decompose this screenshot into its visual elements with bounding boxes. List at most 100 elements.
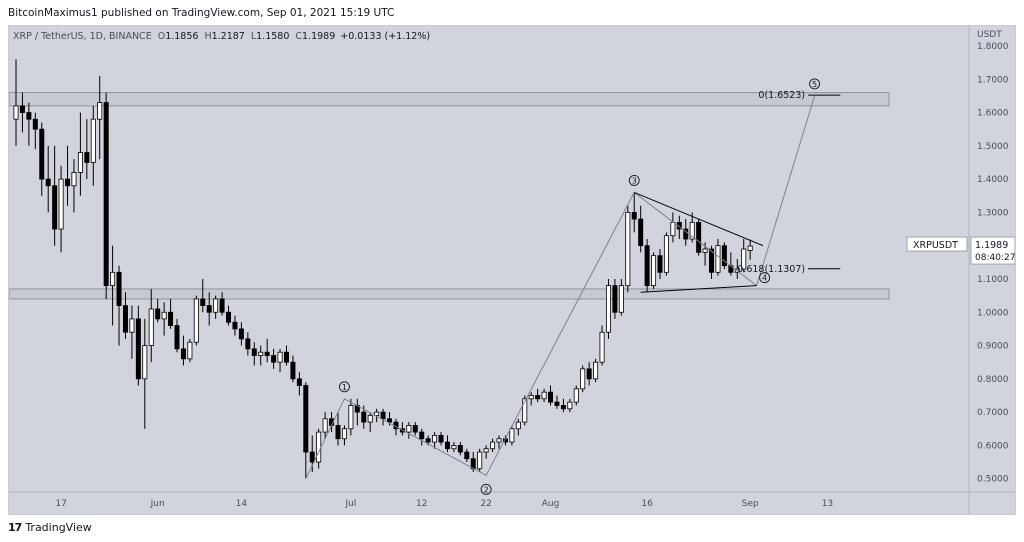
- candle: [77, 112, 83, 196]
- candle-body: [663, 235, 669, 273]
- candle-body: [483, 448, 489, 453]
- candle: [161, 302, 167, 336]
- candle-body: [148, 308, 154, 346]
- candle-body: [522, 398, 528, 423]
- candle-body: [161, 311, 167, 320]
- candle: [97, 75, 103, 160]
- candle-body: [174, 325, 180, 350]
- ohlc-label-c: C: [295, 31, 303, 42]
- candle: [451, 442, 457, 453]
- candle: [483, 445, 489, 459]
- time-axis-ticks: 17 Jun 14 Jul 12 22 Aug 16 Sep 13: [55, 499, 833, 509]
- candle: [322, 412, 328, 439]
- candle-body: [77, 152, 83, 173]
- candle: [122, 292, 128, 339]
- candle-body: [457, 444, 463, 453]
- candle: [496, 435, 502, 449]
- candle-body: [657, 255, 663, 273]
- current-price-box: [970, 236, 1015, 265]
- tradingview-logo[interactable]: 17 TradingView: [8, 521, 92, 534]
- candle-body: [670, 221, 676, 237]
- candle: [477, 448, 483, 473]
- chart-area[interactable]: 0(1.6523) 0.618(1.1307) 1 2 3 4 5 1.8000 1.7000…: [8, 25, 1016, 515]
- candle: [206, 292, 212, 326]
- time-tick-label: 13: [822, 499, 833, 509]
- candle: [741, 239, 747, 273]
- candle: [232, 315, 238, 336]
- candle-body: [19, 105, 25, 113]
- candle-body: [65, 178, 71, 187]
- candle-body: [32, 118, 38, 130]
- candle-body: [219, 298, 225, 313]
- candle-body: [168, 311, 174, 326]
- candle-body: [71, 172, 77, 187]
- candle: [657, 249, 663, 279]
- time-tick-label: 12: [416, 499, 427, 509]
- candle: [142, 318, 148, 429]
- candle: [696, 219, 702, 256]
- candle-body: [541, 391, 547, 400]
- price-tick-label: 1.1000: [977, 275, 1009, 285]
- candle-body: [425, 438, 431, 443]
- tradingview-logo-icon: 17: [8, 521, 22, 534]
- candle-body: [97, 102, 103, 120]
- candle-body: [715, 245, 721, 273]
- candle: [19, 92, 25, 133]
- candle: [245, 332, 251, 356]
- candle-body: [515, 421, 521, 430]
- wave-label-circle: [759, 272, 771, 284]
- wave-label-4: 4: [759, 272, 771, 284]
- candle-body: [13, 105, 19, 120]
- candle-body: [206, 305, 212, 313]
- ohlc-label-l: L: [250, 31, 257, 42]
- candle: [548, 385, 554, 406]
- candle: [303, 382, 309, 479]
- candle-body: [290, 361, 296, 380]
- candle: [715, 239, 721, 276]
- fib-level-label: 0(1.6523): [758, 90, 805, 101]
- price-tick-label: 0.7000: [977, 408, 1009, 418]
- ohlc-values: O1.1856 H1.2187 L1.1580 C1.1989: [152, 31, 336, 42]
- price-tick-label: 0.8000: [977, 375, 1009, 385]
- candle-body: [335, 425, 341, 440]
- candle: [580, 365, 586, 393]
- candle: [573, 385, 579, 406]
- price-tick-label: 0.5000: [977, 475, 1009, 485]
- candle-body: [303, 385, 309, 453]
- symbol-legend: XRP / TetherUS, 1D, BINANCE O1.1856 H1.218…: [13, 31, 430, 42]
- candle-body: [535, 395, 541, 400]
- wave-label-circle: [338, 381, 350, 393]
- candle-body: [348, 405, 354, 430]
- candle: [290, 355, 296, 383]
- candle: [277, 348, 283, 373]
- candle-body: [528, 395, 534, 400]
- candle-body: [84, 152, 90, 163]
- candle: [631, 192, 637, 233]
- candle-body: [496, 438, 502, 443]
- candle: [618, 278, 624, 316]
- current-price-value: 1.1989: [975, 240, 1008, 251]
- candle: [148, 288, 154, 363]
- ohlc-label-h: H: [204, 31, 212, 42]
- candle: [438, 432, 444, 446]
- candle: [464, 448, 470, 463]
- candle: [335, 412, 341, 446]
- price-tick-label: 1.8000: [977, 42, 1009, 52]
- candle: [264, 338, 270, 363]
- candle-body: [380, 411, 386, 420]
- candle: [605, 278, 611, 339]
- candle-body: [618, 285, 624, 313]
- candle: [258, 345, 264, 366]
- candles-layer: [13, 59, 753, 479]
- candle: [689, 212, 695, 243]
- candle-body: [560, 405, 566, 410]
- candle-body: [367, 415, 373, 423]
- ohlc-value-c: 1.1989: [302, 31, 336, 42]
- symbol-name: XRP / TetherUS, 1D, BINANCE: [13, 31, 152, 42]
- ohlc-value-o: 1.1856: [165, 31, 199, 42]
- wave-label-text: 2: [484, 485, 489, 494]
- candle: [457, 442, 463, 456]
- price-tick-label: 0.6000: [977, 441, 1009, 451]
- candle-body: [451, 444, 457, 450]
